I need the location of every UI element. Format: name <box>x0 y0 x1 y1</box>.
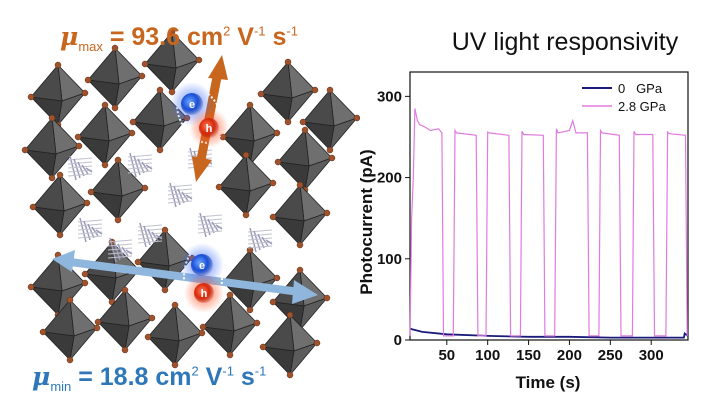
electron-icon <box>191 254 213 276</box>
legend-label-0: 0 GPa <box>618 81 663 96</box>
hole-icon <box>194 283 214 303</box>
y-tick-label: 0 <box>394 332 402 349</box>
chart-title: UV light responsivity <box>451 28 679 56</box>
x-tick-label: 100 <box>475 347 500 364</box>
series-line-1 <box>409 108 688 337</box>
hole-icon <box>199 118 219 138</box>
svg-text:h: h <box>206 123 213 135</box>
perovskite-lattice-image: e h e h <box>21 28 361 379</box>
crystal-structure-illustration: e h e h μmax = 93.6 cm2 V-1 s-1 μmin = 1… <box>0 0 361 400</box>
x-tick-label: 50 <box>438 347 455 364</box>
legend-label-1: 2.8 GPa <box>618 99 666 114</box>
svg-text:h: h <box>201 288 208 300</box>
x-tick-label: 300 <box>639 347 664 364</box>
mu-min-label: μmin = 18.8 cm2 V-1 s-1 <box>32 362 267 394</box>
x-axis-label: Time (s) <box>516 373 581 392</box>
y-tick-label: 300 <box>377 88 402 105</box>
series-line-0 <box>409 327 689 339</box>
photocurrent-chart: 50 100 150 200 250 300 0 100 200 300 0 GPa 2.8 GPa… <box>357 71 689 392</box>
mu-max-label: μmax = 93.6 cm2 V-1 s-1 <box>60 22 298 54</box>
lower-carrier-pair: e h <box>180 243 224 313</box>
x-tick-label: 200 <box>557 347 582 364</box>
y-axis-label: Photocurrent (pA) <box>357 149 376 294</box>
x-tick-label: 250 <box>598 347 623 364</box>
plot-area-frame <box>409 71 689 341</box>
upper-carrier-pair: e h <box>170 82 229 148</box>
svg-text:e: e <box>189 99 195 111</box>
x-tick-label: 150 <box>516 347 541 364</box>
y-tick-label: 100 <box>377 251 402 268</box>
electron-icon <box>181 93 203 115</box>
svg-text:e: e <box>199 260 205 272</box>
y-tick-label: 200 <box>377 170 402 187</box>
